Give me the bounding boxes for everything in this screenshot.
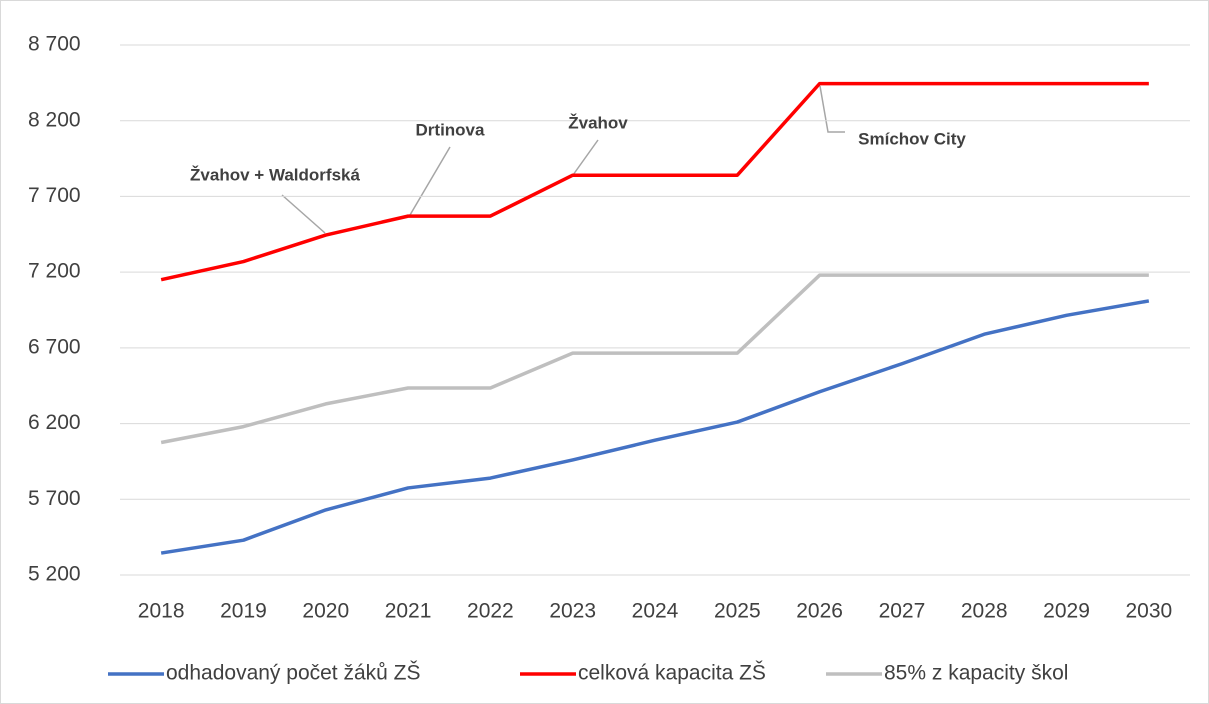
x-tick-label: 2021: [385, 600, 432, 623]
annotation: Drtinova: [416, 120, 486, 139]
x-tick-label: 2019: [220, 600, 267, 623]
y-tick-label: 6 200: [28, 411, 81, 434]
series-line: [160, 273, 1149, 445]
x-tick-label: 2024: [632, 600, 679, 623]
leader-line: [409, 146, 451, 216]
legend-label: celková kapacita ZŠ: [578, 662, 766, 685]
leader-line: [819, 85, 845, 133]
x-tick-label: 2020: [302, 600, 349, 623]
x-tick-label: 2028: [961, 600, 1008, 623]
y-tick-label: 7 200: [28, 260, 81, 283]
y-tick-label: 5 200: [28, 563, 81, 586]
annotation: Žvahov + Waldorfská: [190, 165, 360, 184]
x-tick-label: 2025: [714, 600, 761, 623]
annotation: Žvahov: [568, 113, 628, 132]
x-tick-label: 2030: [1125, 600, 1172, 623]
x-tick-label: 2023: [549, 600, 596, 623]
y-tick-label: 8 200: [28, 108, 81, 131]
y-tick-label: 5 700: [28, 487, 81, 510]
x-tick-label: 2029: [1043, 600, 1090, 623]
leader-line: [572, 139, 599, 176]
leader-line: [281, 194, 326, 234]
x-tick-label: 2022: [467, 600, 514, 623]
x-tick-label: 2018: [138, 600, 185, 623]
legend-label: 85% z kapacity škol: [884, 662, 1068, 685]
x-tick-label: 2026: [796, 600, 843, 623]
annotation: Smíchov City: [858, 129, 966, 148]
legend-label: odhadovaný počet žáků ZŠ: [166, 662, 421, 685]
y-tick-label: 8 700: [28, 33, 81, 56]
series-line: [160, 299, 1150, 555]
y-tick-label: 7 700: [28, 184, 81, 207]
y-tick-label: 6 700: [28, 335, 81, 358]
annotation-leaders: [281, 85, 845, 234]
series-line: [160, 81, 1149, 282]
x-tick-label: 2027: [879, 600, 926, 623]
